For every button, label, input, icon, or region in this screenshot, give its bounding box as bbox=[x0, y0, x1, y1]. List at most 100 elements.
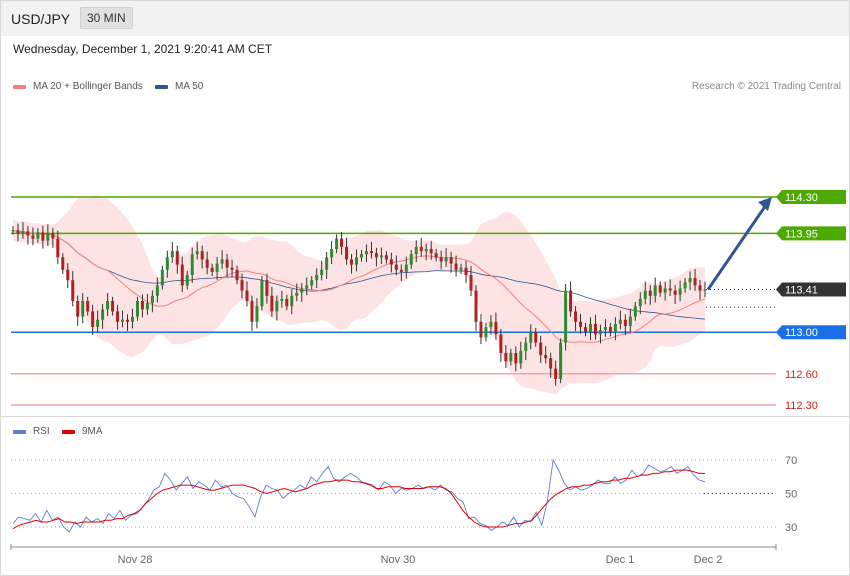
rsi-tick-label: 50 bbox=[785, 489, 797, 501]
candle-body bbox=[534, 332, 538, 343]
candle-body bbox=[414, 246, 418, 255]
candle-body bbox=[260, 280, 264, 307]
rsi-ma-line bbox=[12, 469, 705, 530]
x-axis-label: Dec 1 bbox=[606, 554, 635, 566]
candle-body bbox=[76, 301, 80, 317]
candle-body bbox=[374, 253, 378, 258]
candle-body bbox=[335, 238, 339, 249]
candle-body bbox=[429, 249, 433, 254]
candle-body bbox=[464, 267, 468, 275]
candle-body bbox=[544, 355, 548, 359]
candle-body bbox=[180, 264, 184, 286]
candle-body bbox=[345, 246, 349, 260]
candle-body bbox=[638, 298, 642, 307]
candle-body bbox=[290, 295, 294, 307]
candle-body bbox=[160, 269, 164, 286]
candle-body bbox=[61, 257, 65, 270]
candle-body bbox=[693, 278, 697, 286]
candle-body bbox=[673, 290, 677, 295]
candle-body bbox=[559, 342, 563, 379]
candle-body bbox=[86, 301, 90, 312]
candle-body bbox=[569, 290, 573, 312]
candle-body bbox=[121, 319, 125, 322]
timeframe-badge[interactable]: 30 MIN bbox=[80, 7, 133, 29]
candle-body bbox=[514, 353, 518, 364]
candle-body bbox=[340, 238, 344, 247]
candle-body bbox=[454, 263, 458, 270]
candle-body bbox=[310, 280, 314, 286]
candle-body bbox=[325, 257, 329, 270]
legend-ma50-label: MA 50 bbox=[175, 81, 204, 92]
candle-body bbox=[56, 238, 60, 258]
candle-body bbox=[235, 269, 239, 281]
level-label-3: 113.00 bbox=[785, 327, 818, 339]
candle-body bbox=[210, 267, 214, 272]
legend-ma20-label: MA 20 + Bollinger Bands bbox=[33, 81, 143, 92]
candle-body bbox=[101, 309, 105, 320]
candle-body bbox=[678, 288, 682, 295]
candle-body bbox=[509, 353, 513, 362]
candle-body bbox=[379, 255, 383, 258]
candle-body bbox=[574, 311, 578, 322]
candle-body bbox=[469, 275, 473, 291]
candle-body bbox=[26, 231, 30, 236]
legend-rsi-ma-label: 9MA bbox=[82, 426, 103, 437]
level-label-4: 112.60 bbox=[785, 369, 818, 381]
candle-body bbox=[489, 321, 493, 327]
candle-body bbox=[195, 251, 199, 255]
candle-body bbox=[330, 249, 334, 258]
candle-body bbox=[190, 254, 194, 275]
candle-body bbox=[200, 251, 204, 260]
candle-body bbox=[295, 292, 299, 296]
level-label-0: 114.30 bbox=[785, 192, 818, 204]
candle-body bbox=[683, 282, 687, 289]
level-tag-1 bbox=[776, 226, 846, 241]
candle-body bbox=[71, 280, 75, 301]
rsi-line bbox=[12, 458, 706, 533]
candle-body bbox=[409, 254, 413, 265]
candle-body bbox=[225, 259, 229, 268]
forecast-arrow-head bbox=[758, 197, 772, 211]
candle-body bbox=[484, 327, 488, 338]
candle-body bbox=[16, 230, 20, 234]
candle-body bbox=[564, 290, 568, 343]
level-label-5: 112.30 bbox=[785, 400, 818, 412]
candle-body bbox=[504, 353, 508, 362]
candle-body bbox=[474, 290, 478, 322]
candle-body bbox=[185, 275, 189, 286]
candle-body bbox=[165, 257, 169, 270]
candle-body bbox=[355, 257, 359, 265]
candle-body bbox=[653, 285, 657, 296]
candle-body bbox=[588, 323, 592, 333]
level-tag-2 bbox=[776, 282, 846, 297]
ma20-swatch bbox=[13, 84, 26, 89]
legend-ma20: MA 20 + Bollinger Bands bbox=[13, 81, 143, 92]
candle-body bbox=[663, 288, 667, 293]
candle-body bbox=[698, 285, 702, 291]
x-axis-label: Nov 30 bbox=[381, 554, 416, 566]
rsi-ma-swatch bbox=[62, 429, 75, 434]
forecast-arrow-shaft bbox=[706, 204, 768, 291]
candle-body bbox=[439, 257, 443, 262]
candle-body bbox=[126, 319, 130, 322]
rsi-tick-label: 70 bbox=[785, 455, 797, 467]
candle-body bbox=[41, 232, 45, 241]
candle-body bbox=[46, 233, 50, 241]
candle-body bbox=[270, 295, 274, 312]
candle-body bbox=[524, 342, 528, 351]
candle-body bbox=[305, 285, 309, 289]
candle-body bbox=[240, 280, 244, 291]
candle-body bbox=[613, 323, 617, 333]
candle-body bbox=[359, 254, 363, 258]
candle-body bbox=[603, 327, 607, 331]
credit-text: Research © 2021 Trading Central bbox=[691, 81, 841, 92]
candle-body bbox=[265, 280, 269, 296]
candle-body bbox=[389, 259, 393, 265]
panel-divider bbox=[1, 416, 849, 417]
rsi-tick-label: 30 bbox=[785, 522, 797, 534]
ma50-swatch bbox=[155, 84, 168, 89]
candle-body bbox=[21, 231, 25, 234]
candle-body bbox=[384, 255, 388, 260]
candle-body bbox=[135, 301, 139, 317]
candle-body bbox=[300, 288, 304, 293]
